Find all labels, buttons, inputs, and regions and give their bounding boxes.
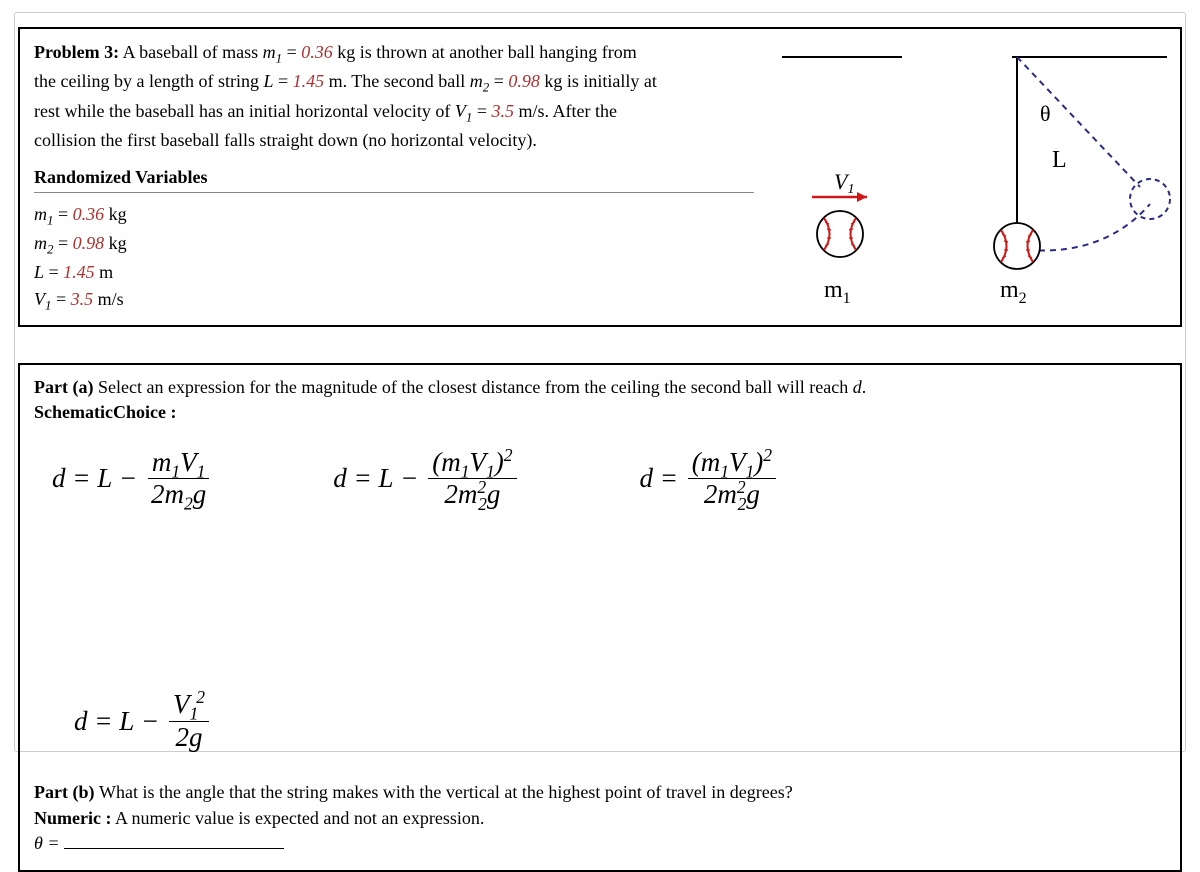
svg-text:L: L — [1052, 147, 1067, 173]
theta-input-blank[interactable] — [64, 831, 284, 849]
svg-text:m2: m2 — [1000, 277, 1027, 307]
choice-4[interactable]: d = L − V12 2g — [74, 690, 212, 752]
divider — [34, 192, 754, 193]
parts-box: Part (a) Select an expression for the ma… — [18, 363, 1182, 872]
svg-text:V1: V1 — [834, 169, 854, 197]
choice-3[interactable]: d = (m1V1)2 2m22g — [640, 448, 780, 510]
part-b: Part (b) What is the angle that the stri… — [34, 780, 1166, 856]
problem-label: Problem 3: — [34, 42, 119, 62]
svg-text:θ: θ — [1040, 101, 1051, 126]
theta-prompt: θ = — [34, 833, 64, 853]
choice-1[interactable]: d = L − m1V1 2m2g — [52, 448, 213, 510]
choice-2[interactable]: d = L − (m1V1)2 2m22g — [333, 448, 519, 510]
page-frame: Problem 3: A baseball of mass m1 = 0.36 … — [14, 12, 1186, 752]
problem-statement-box: Problem 3: A baseball of mass m1 = 0.36 … — [18, 27, 1182, 327]
part-a-header: Part (a) Select an expression for the ma… — [34, 375, 1166, 425]
problem-text: Problem 3: A baseball of mass m1 = 0.36 … — [34, 39, 754, 153]
choices-grid: d = L − m1V1 2m2g d = L − (m1V1)2 2m22g … — [34, 448, 1166, 753]
svg-text:m1: m1 — [824, 277, 851, 307]
diagram: V1 m1 — [772, 39, 1172, 319]
